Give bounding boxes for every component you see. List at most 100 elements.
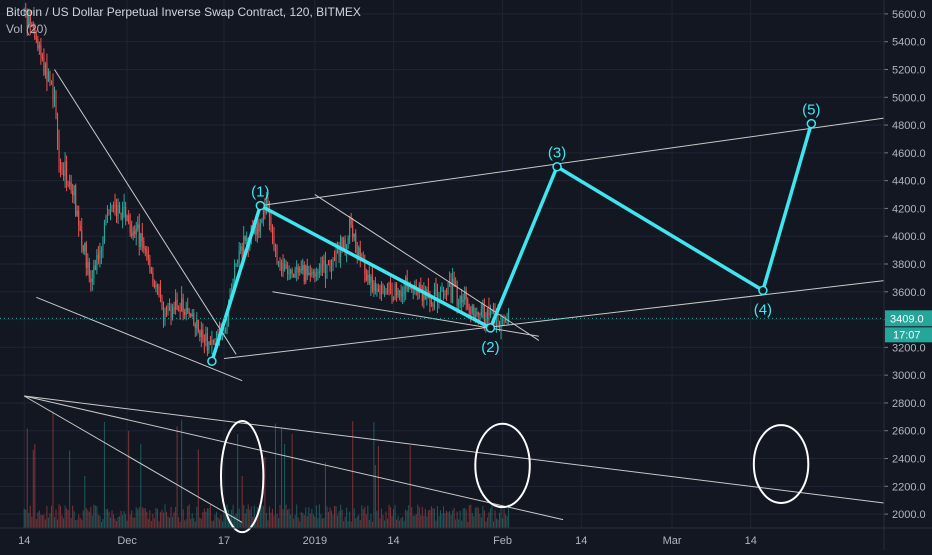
volume-bar	[471, 512, 473, 528]
y-tick-label: 5000.0	[892, 92, 926, 104]
candle-body	[386, 283, 389, 294]
volume-bar	[184, 520, 186, 528]
volume-bar	[29, 505, 31, 528]
candle-body	[202, 329, 204, 339]
y-tick-label: 2000.0	[892, 509, 926, 521]
volume-bar	[129, 514, 131, 528]
candle-body	[240, 246, 242, 251]
candle-body	[172, 307, 174, 319]
candle-body	[156, 285, 158, 288]
volume-bar	[253, 505, 255, 528]
candle-body	[306, 265, 308, 275]
volume-bar	[164, 504, 166, 528]
volume-bar	[399, 520, 401, 528]
volume-bar	[172, 516, 174, 528]
volume-bar	[394, 504, 396, 528]
volume-bar	[199, 517, 201, 528]
candle-body	[441, 287, 443, 292]
candle-body	[505, 320, 507, 322]
volume-bar	[258, 512, 260, 528]
wave-label: (1)	[251, 184, 269, 201]
volume-bar	[56, 519, 59, 528]
candle-body	[486, 308, 488, 320]
candle-body	[138, 224, 140, 248]
volume-bar	[185, 519, 187, 528]
candle-body	[312, 271, 314, 273]
candle-body	[137, 224, 139, 229]
wave-label: (4)	[754, 301, 772, 318]
candle-body	[82, 245, 84, 252]
candle-body	[326, 264, 328, 278]
candle-body	[337, 248, 339, 252]
symbol-title: Bitcoin / US Dollar Perpetual Inverse Sw…	[6, 5, 361, 19]
volume-bar	[208, 508, 210, 528]
volume-bar	[455, 519, 457, 528]
candle-body	[241, 246, 243, 257]
volume-bar	[90, 506, 92, 528]
candle-body	[223, 331, 225, 333]
candle-body	[129, 223, 131, 233]
candle-body	[446, 290, 448, 294]
candle-body	[483, 304, 485, 325]
candle-body	[187, 307, 189, 312]
candle-body	[261, 219, 263, 224]
candle-body	[72, 190, 74, 196]
candle-body	[158, 287, 160, 289]
volume-bar	[371, 521, 373, 528]
candle-body	[338, 248, 340, 257]
volume-bar	[391, 515, 393, 528]
x-tick-label: 14	[18, 535, 30, 547]
x-tick-label: Feb	[493, 535, 512, 547]
candle-body	[221, 332, 224, 337]
volume-indicator-label[interactable]: Vol (20)	[6, 22, 48, 36]
volume-bar	[340, 504, 342, 528]
candle-body	[471, 306, 473, 313]
trendline	[23, 395, 243, 523]
candle-body	[100, 250, 102, 253]
volume-bar	[344, 516, 346, 528]
volume-bar	[197, 449, 199, 528]
volume-bar	[55, 509, 57, 528]
y-tick-label: 5600.0	[892, 9, 926, 21]
candle-body	[371, 276, 373, 291]
candle-body	[461, 296, 463, 303]
volume-bar	[270, 512, 272, 528]
volume-bar	[265, 512, 267, 528]
wave-point	[552, 161, 562, 172]
candle-body	[169, 306, 171, 309]
volume-bar	[449, 511, 451, 528]
candle-body	[417, 291, 419, 294]
volume-bar	[277, 518, 280, 528]
x-tick-label: Dec	[117, 535, 137, 547]
volume-bar	[138, 507, 140, 528]
volume-bar	[308, 507, 310, 528]
candle-body	[165, 307, 168, 310]
volume-bar	[436, 506, 438, 528]
candle-body	[321, 264, 323, 266]
candle-body	[244, 236, 246, 241]
volume-bar	[75, 520, 77, 528]
candle-body	[61, 168, 63, 171]
volume-bar	[102, 518, 104, 528]
candle-body	[379, 291, 381, 295]
volume-bar	[91, 515, 93, 528]
candle-body	[123, 206, 125, 209]
volume-bar	[238, 508, 240, 528]
volume-bar	[279, 504, 281, 528]
volume-bar	[84, 475, 86, 528]
volume-bar	[317, 518, 319, 528]
volume-bar	[405, 509, 407, 528]
volume-bar	[314, 516, 316, 528]
candle-body	[85, 242, 87, 268]
candle-body	[105, 215, 107, 223]
volume-bar	[205, 511, 207, 528]
volume-bar	[296, 504, 298, 528]
candle-body	[78, 210, 80, 226]
candle-body	[170, 308, 172, 319]
candle-body	[53, 90, 56, 103]
candle-body	[491, 309, 493, 312]
last-price-badge	[885, 310, 932, 327]
